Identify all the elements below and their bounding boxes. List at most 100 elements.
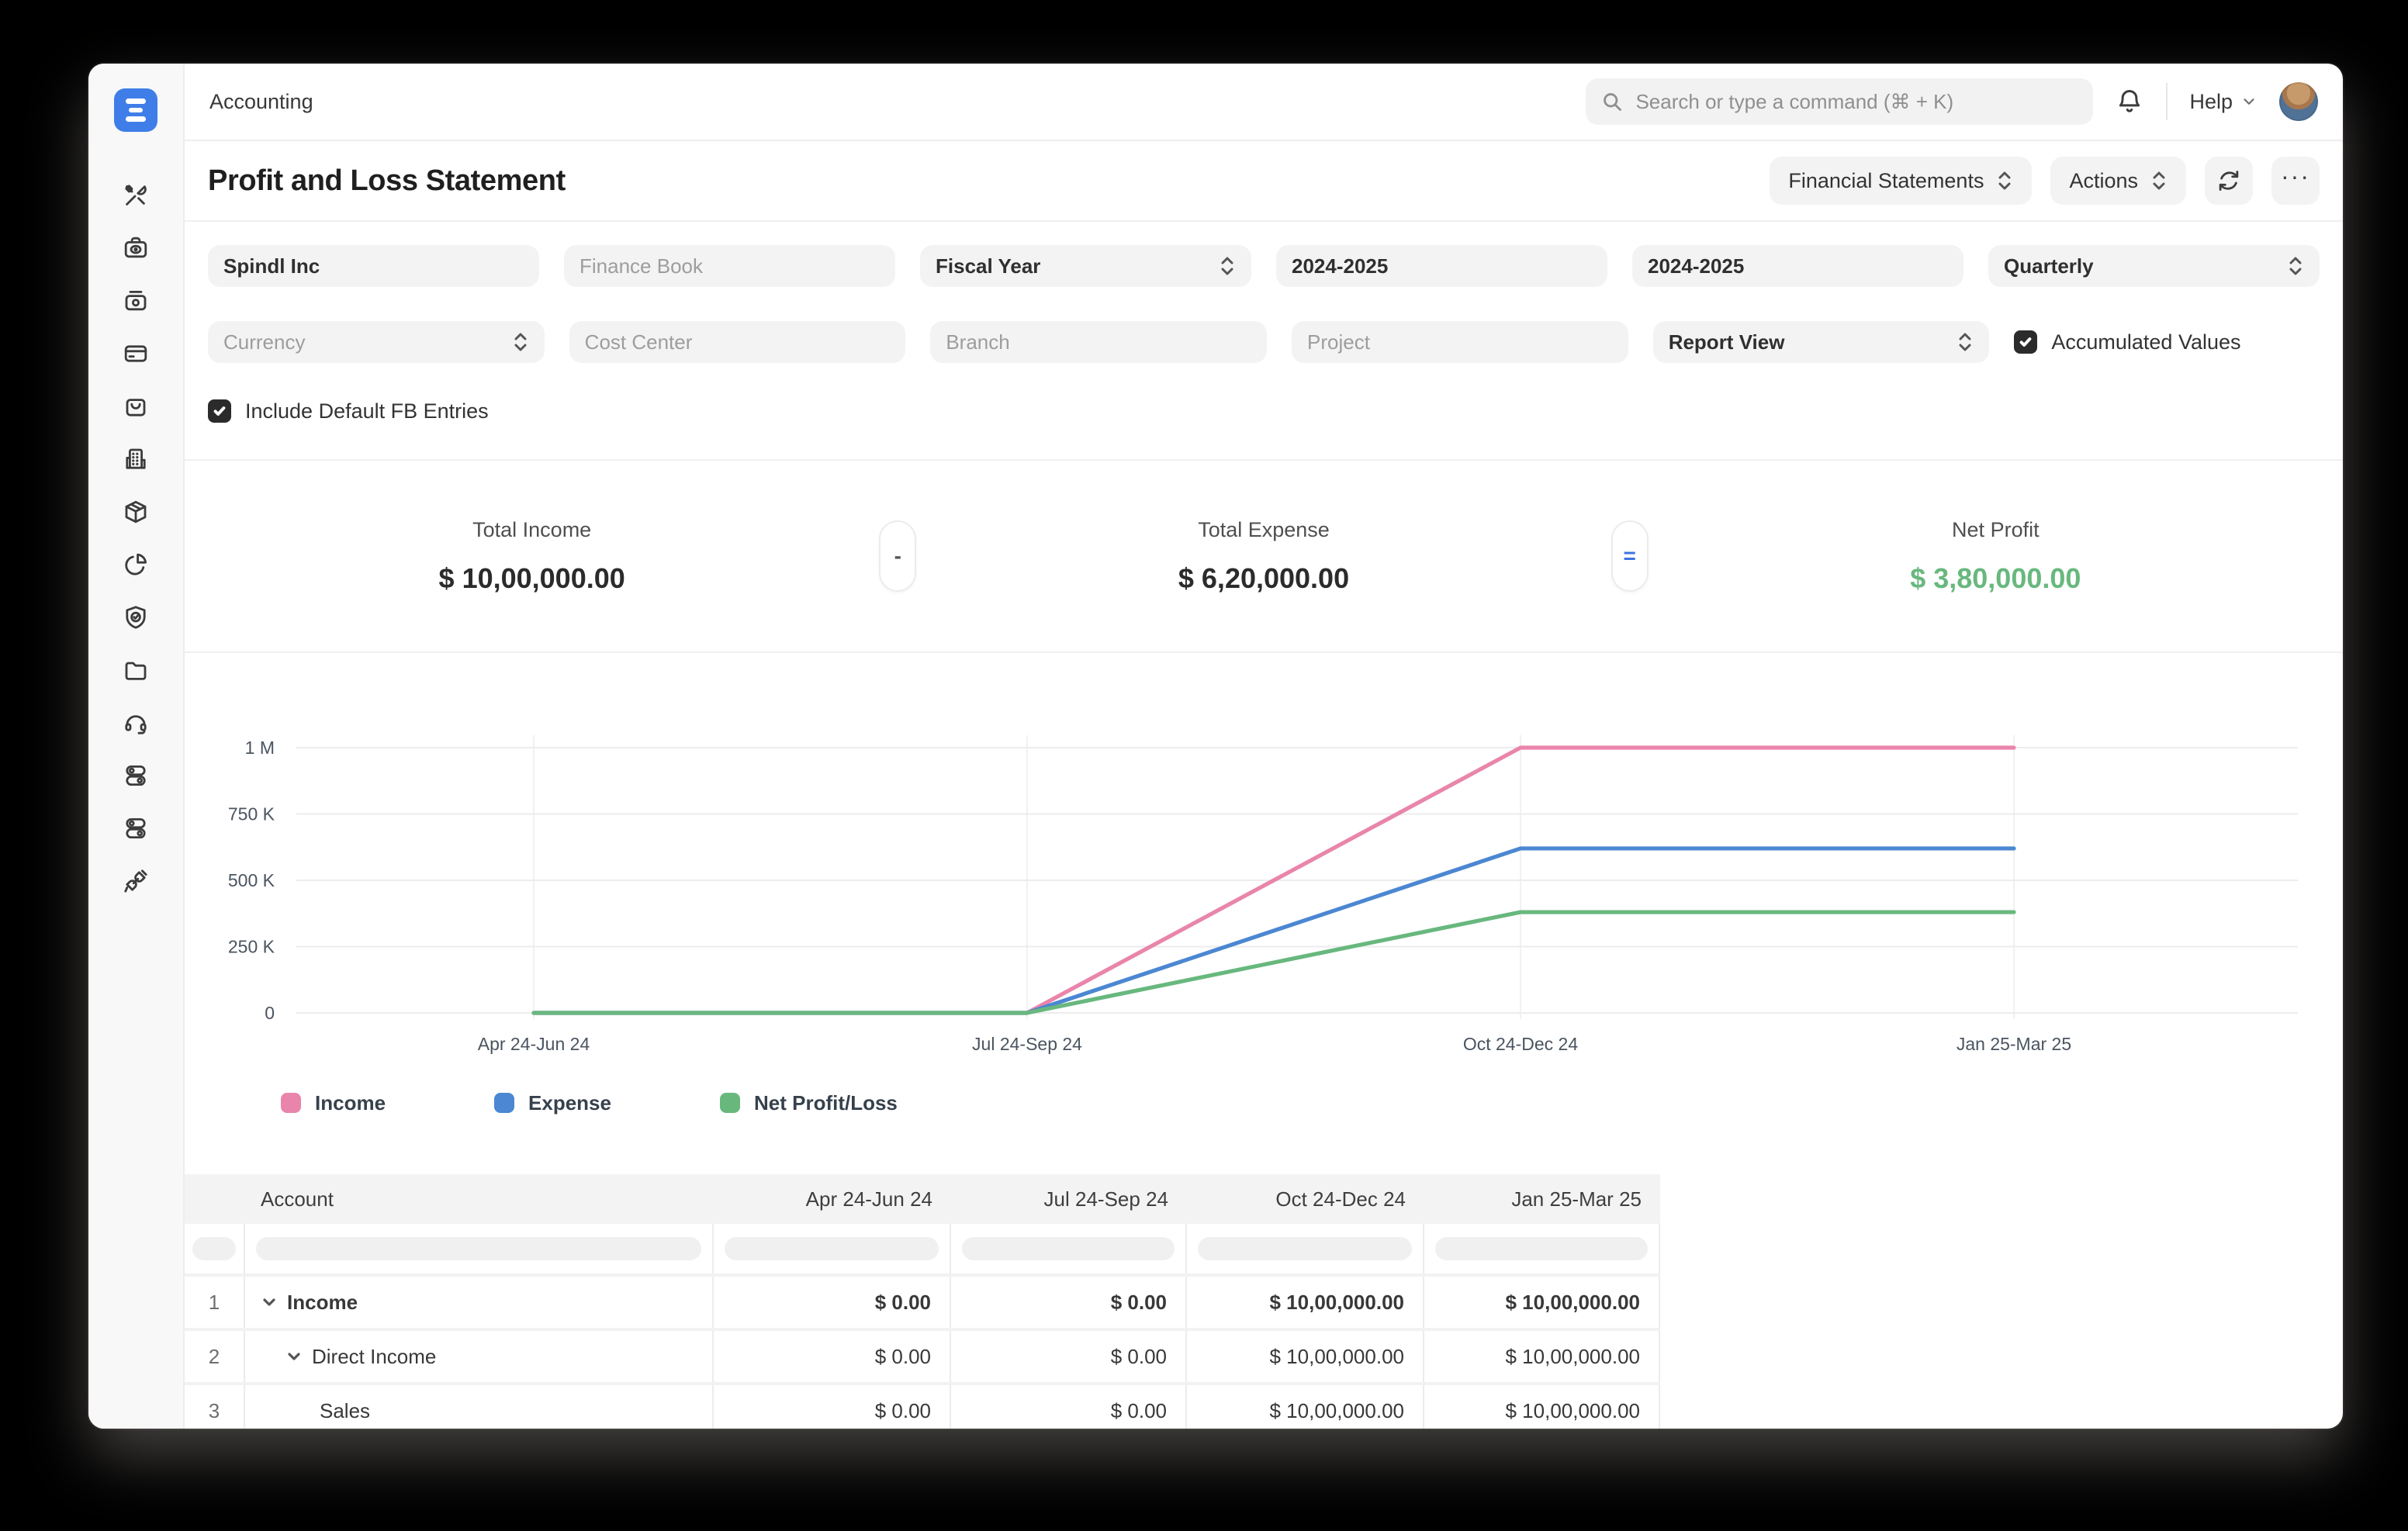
account-name[interactable]: Direct Income bbox=[312, 1344, 437, 1368]
periodicity-select[interactable]: Quarterly bbox=[1988, 245, 2320, 287]
account-name[interactable]: Income bbox=[287, 1290, 358, 1314]
help-menu[interactable]: Help bbox=[2189, 90, 2258, 114]
to-fiscal-year-value: 2024-2025 bbox=[1648, 254, 1745, 278]
table-filter-row bbox=[185, 1224, 1660, 1277]
ellipsis-icon: ··· bbox=[2281, 162, 2310, 190]
svg-text:750 K: 750 K bbox=[228, 804, 275, 824]
report-summary: Total Income $ 10,00,000.00 - Total Expe… bbox=[185, 461, 2343, 653]
cell-value: $ 10,00,000.00 bbox=[1424, 1331, 1660, 1382]
index-column-header bbox=[185, 1174, 245, 1224]
analytics-icon[interactable] bbox=[122, 551, 150, 579]
total-expense-value: $ 6,20,000.00 bbox=[1178, 562, 1350, 594]
more-menu-button[interactable]: ··· bbox=[2271, 157, 2320, 205]
q4-column-header[interactable]: Jan 25-Mar 25 bbox=[1511, 1187, 1642, 1211]
cell-value: $ 10,00,000.00 bbox=[1424, 1385, 1660, 1429]
finance-book-field[interactable]: Finance Book bbox=[564, 245, 895, 287]
app-logo[interactable] bbox=[114, 88, 157, 132]
row-index: 3 bbox=[185, 1385, 245, 1429]
total-income-summary: Total Income $ 10,00,000.00 bbox=[185, 518, 879, 595]
accumulated-values-checkbox[interactable] bbox=[2014, 330, 2038, 354]
include-default-fb-label: Include Default FB Entries bbox=[245, 399, 489, 423]
chevron-down-icon[interactable] bbox=[285, 1348, 303, 1365]
currency-placeholder: Currency bbox=[223, 330, 306, 354]
q1-column-header[interactable]: Apr 24-Jun 24 bbox=[805, 1187, 932, 1211]
check-icon bbox=[2019, 337, 2032, 347]
select-updown-icon bbox=[514, 333, 527, 351]
payments-icon[interactable] bbox=[122, 234, 150, 262]
account-filter-input[interactable] bbox=[256, 1237, 701, 1260]
actions-dropdown[interactable]: Actions bbox=[2050, 157, 2186, 205]
period-basis-select[interactable]: Fiscal Year bbox=[920, 245, 1251, 287]
branch-field[interactable]: Branch bbox=[930, 321, 1268, 363]
project-placeholder: Project bbox=[1307, 330, 1370, 354]
cell-value: $ 10,00,000.00 bbox=[1187, 1277, 1424, 1328]
cell-value: $ 0.00 bbox=[951, 1385, 1187, 1429]
svg-text:250 K: 250 K bbox=[228, 937, 275, 957]
actions-label: Actions bbox=[2069, 168, 2138, 192]
index-filter-input[interactable] bbox=[192, 1237, 236, 1260]
q2-filter-input[interactable] bbox=[962, 1237, 1175, 1260]
account-name[interactable]: Sales bbox=[320, 1398, 371, 1422]
include-default-fb-checkbox[interactable] bbox=[208, 399, 231, 423]
settings-b-icon[interactable] bbox=[122, 814, 150, 842]
company-value: Spindl Inc bbox=[223, 254, 320, 278]
report-table: Account Apr 24-Jun 24 Jul 24-Sep 24 Oct … bbox=[185, 1174, 2343, 1429]
integrations-icon[interactable] bbox=[122, 867, 150, 895]
cost-center-field[interactable]: Cost Center bbox=[569, 321, 906, 363]
q3-column-header[interactable]: Oct 24-Dec 24 bbox=[1275, 1187, 1406, 1211]
q3-filter-input[interactable] bbox=[1198, 1237, 1412, 1260]
breadcrumb[interactable]: Accounting bbox=[209, 89, 313, 113]
legend-item-income[interactable]: Income bbox=[281, 1091, 386, 1115]
project-field[interactable]: Project bbox=[1292, 321, 1628, 363]
table-row-direct-income[interactable]: 2 Direct Income $ 0.00 $ 0.00 $ 10,00,00… bbox=[185, 1331, 1660, 1385]
select-updown-icon bbox=[2289, 257, 2302, 275]
q1-filter-input[interactable] bbox=[725, 1237, 939, 1260]
account-column-header[interactable]: Account bbox=[261, 1187, 334, 1211]
q2-column-header[interactable]: Jul 24-Sep 24 bbox=[1043, 1187, 1168, 1211]
selling-icon[interactable] bbox=[122, 392, 150, 420]
chevron-down-icon[interactable] bbox=[261, 1294, 278, 1311]
row-index: 1 bbox=[185, 1277, 245, 1328]
stock-icon[interactable] bbox=[122, 498, 150, 526]
report-view-value: Report View bbox=[1668, 330, 1785, 354]
legend-item-net[interactable]: Net Profit/Loss bbox=[719, 1090, 898, 1115]
tools-icon[interactable] bbox=[122, 181, 150, 209]
credit-card-icon[interactable] bbox=[122, 340, 150, 368]
q4-filter-input[interactable] bbox=[1435, 1237, 1648, 1260]
equals-operator: = bbox=[1611, 520, 1649, 592]
top-bar: Accounting Search or type a command (⌘ +… bbox=[185, 64, 2343, 141]
search-placeholder: Search or type a command (⌘ + K) bbox=[1635, 89, 1954, 113]
table-row-sales[interactable]: 3 Sales $ 0.00 $ 0.00 $ 10,00,000.00 $ 1… bbox=[185, 1385, 1660, 1429]
net-profit-legend-label: Net Profit/Loss bbox=[753, 1090, 898, 1115]
notifications-bell-icon[interactable] bbox=[2115, 87, 2144, 116]
financial-statements-dropdown[interactable]: Financial Statements bbox=[1770, 157, 2033, 205]
total-income-label: Total Income bbox=[472, 517, 592, 541]
divider bbox=[2166, 83, 2168, 120]
filter-bar: Spindl Inc Finance Book Fiscal Year 2024… bbox=[185, 222, 2343, 461]
search-input[interactable]: Search or type a command (⌘ + K) bbox=[1586, 78, 2094, 125]
cost-center-placeholder: Cost Center bbox=[584, 330, 693, 354]
refresh-icon bbox=[2219, 171, 2239, 191]
settings-a-icon[interactable] bbox=[122, 762, 150, 790]
period-basis-value: Fiscal Year bbox=[936, 254, 1041, 278]
organization-icon[interactable] bbox=[122, 445, 150, 473]
company-field[interactable]: Spindl Inc bbox=[208, 245, 539, 287]
from-fiscal-year-field[interactable]: 2024-2025 bbox=[1276, 245, 1607, 287]
table-row-income[interactable]: 1 Income $ 0.00 $ 0.00 $ 10,00,000.00 $ … bbox=[185, 1277, 1660, 1331]
assets-icon[interactable] bbox=[122, 287, 150, 315]
support-icon[interactable] bbox=[122, 709, 150, 737]
quality-icon[interactable] bbox=[122, 603, 150, 631]
projects-icon[interactable] bbox=[122, 656, 150, 684]
refresh-button[interactable] bbox=[2205, 157, 2253, 205]
to-fiscal-year-field[interactable]: 2024-2025 bbox=[1632, 245, 1963, 287]
legend-item-expense[interactable]: Expense bbox=[494, 1091, 611, 1115]
report-page: Profit and Loss Statement Financial Stat… bbox=[185, 141, 2343, 1429]
total-expense-label: Total Expense bbox=[1198, 517, 1330, 541]
cell-value: $ 0.00 bbox=[714, 1277, 951, 1328]
avatar[interactable] bbox=[2279, 82, 2318, 121]
help-label: Help bbox=[2189, 89, 2233, 113]
currency-select[interactable]: Currency bbox=[208, 321, 545, 363]
select-updown-icon bbox=[1998, 171, 2011, 190]
select-updown-icon bbox=[1221, 257, 1233, 275]
report-view-select[interactable]: Report View bbox=[1652, 321, 1990, 363]
